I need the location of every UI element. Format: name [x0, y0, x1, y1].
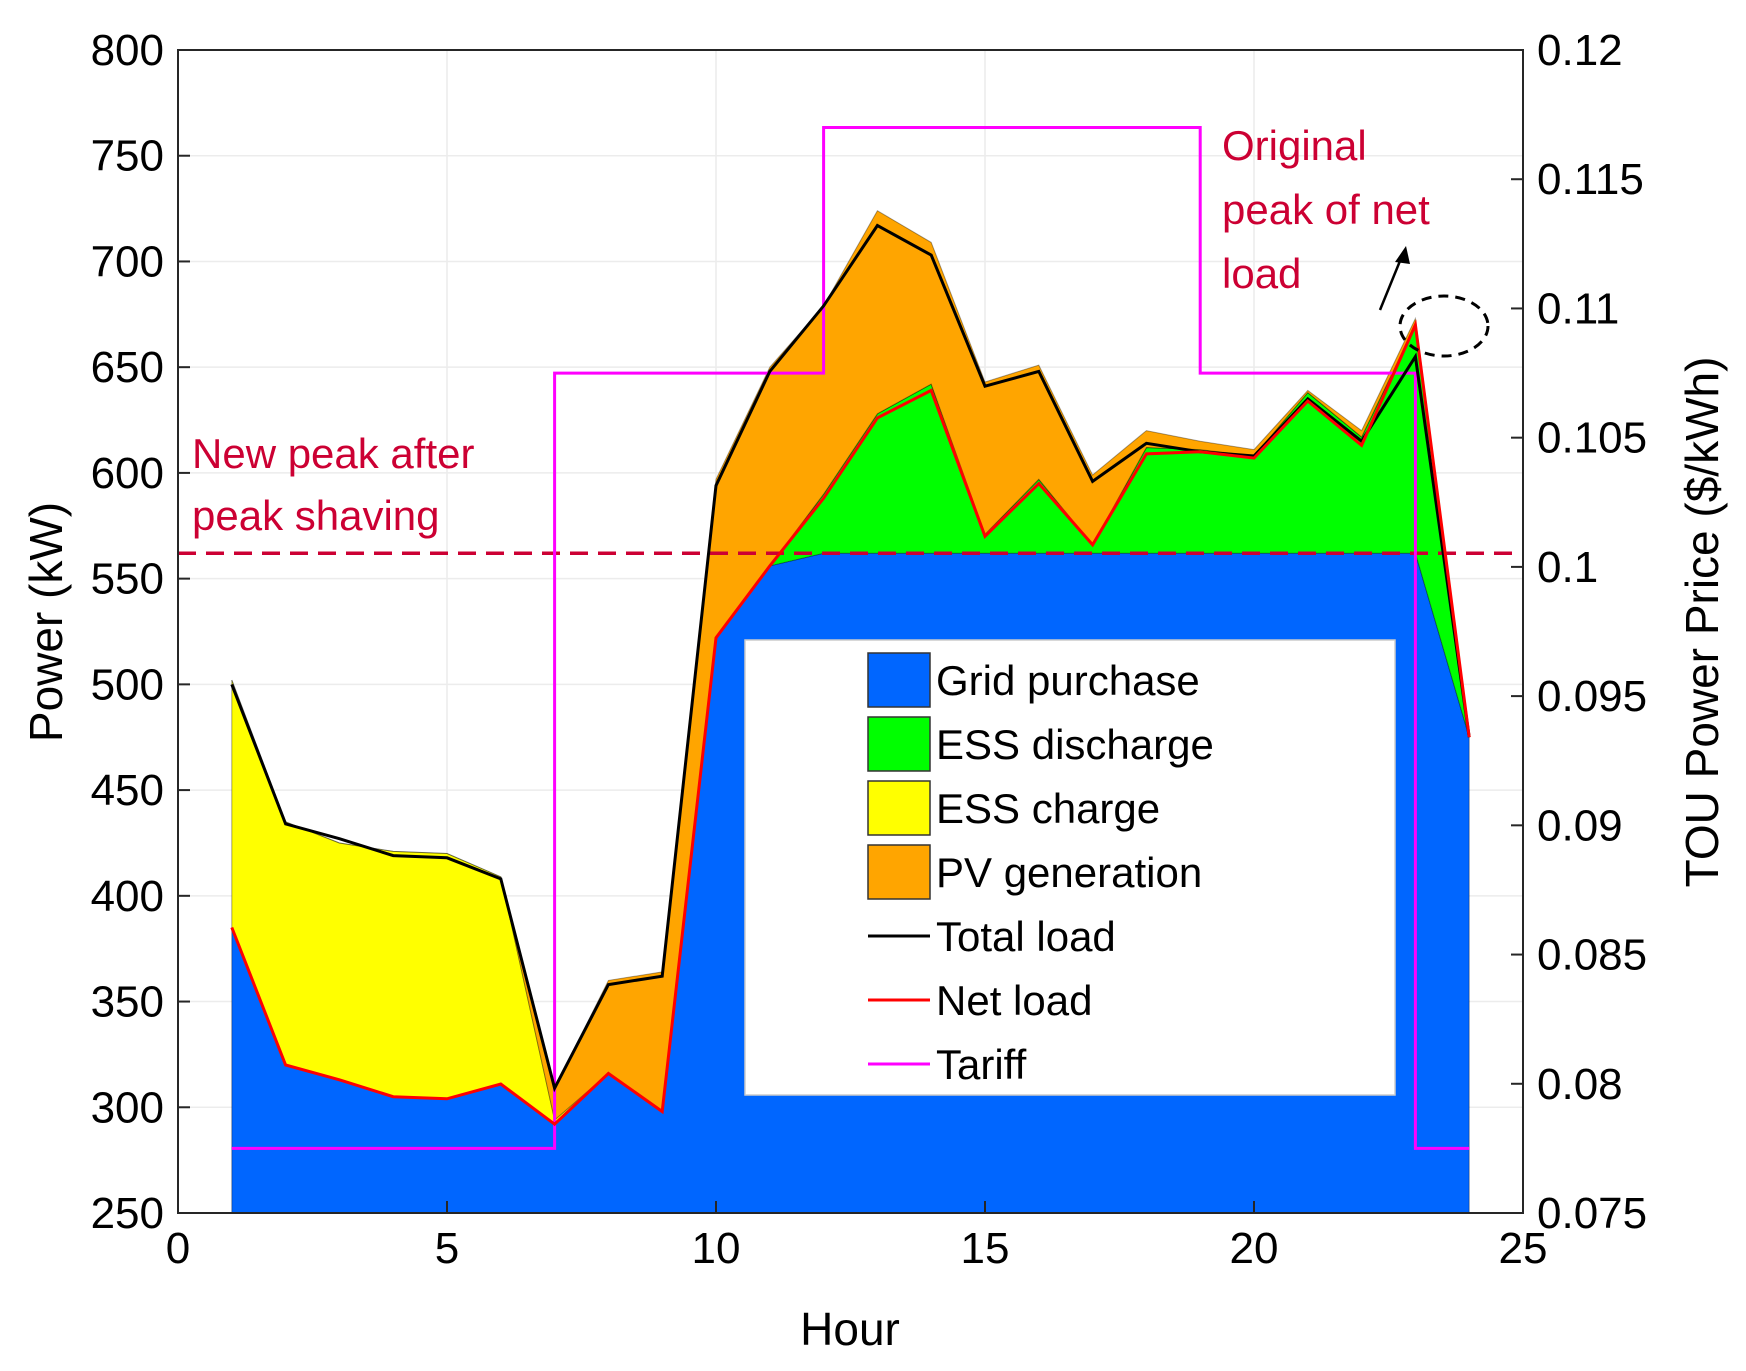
annotation-new-peak-line2: peak shaving	[192, 492, 440, 539]
y2-tick-label: 0.085	[1537, 931, 1647, 980]
annotation-original-peak-line1: Original	[1222, 122, 1367, 169]
annotation-arrow-head	[1395, 246, 1410, 264]
y-tick-label: 650	[91, 343, 164, 392]
x-tick-label: 0	[166, 1224, 190, 1273]
y-tick-label: 300	[91, 1083, 164, 1132]
frame-layer	[177, 49, 1524, 1214]
line-layer	[178, 126, 1523, 1150]
y-tick-label: 500	[91, 660, 164, 709]
annotation-original-peak-line3: load	[1222, 250, 1301, 297]
legend-label-tariff: Tariff	[936, 1041, 1027, 1088]
tick-layer: 250 300 350 400 450 500 550 600 650 700 750 800 0 5 10…	[91, 26, 1648, 1273]
legend-label-net-load: Net load	[936, 977, 1092, 1024]
peak-highlight-ellipse	[1398, 294, 1490, 358]
line-net-load	[230, 319, 1471, 1127]
legend-swatch-ess-discharge	[867, 716, 931, 772]
y-tick-label: 450	[91, 766, 164, 815]
annotation-arrow-line	[1378, 255, 1404, 311]
x-tick-label: 15	[961, 1224, 1010, 1273]
legend-label-ess-discharge: ESS discharge	[936, 721, 1214, 768]
x-tick-label: 5	[435, 1224, 459, 1273]
x-tick-label: 25	[1499, 1224, 1548, 1273]
y2-tick-label: 0.115	[1537, 155, 1644, 204]
legend-label-total-load: Total load	[936, 913, 1116, 960]
legend-label-grid-purchase: Grid purchase	[936, 657, 1200, 704]
y2-tick-label: 0.1	[1537, 543, 1598, 592]
y-tick-label: 350	[91, 978, 164, 1027]
y-tick-label: 250	[91, 1189, 164, 1238]
annotation-original-peak-line2: peak of net	[1222, 186, 1430, 233]
y2-tick-label: 0.08	[1537, 1060, 1623, 1109]
legend-swatch-pv-generation	[867, 844, 931, 900]
plot-frame	[177, 49, 1524, 1214]
y-tick-label: 550	[91, 555, 164, 604]
legend-box	[744, 639, 1396, 1096]
legend-label-ess-charge: ESS charge	[936, 785, 1160, 832]
y-tick-label: 600	[91, 449, 164, 498]
legend-swatch-ess-charge	[867, 780, 931, 836]
y-tick-label: 700	[91, 237, 164, 286]
y-tick-label: 750	[91, 132, 164, 181]
line-tariff	[231, 126, 1470, 1150]
x-tick-label: 10	[692, 1224, 741, 1273]
x-tick-label: 20	[1230, 1224, 1279, 1273]
y2-tick-label: 0.075	[1537, 1189, 1647, 1238]
y2-tick-label: 0.095	[1537, 672, 1647, 721]
y2-tick-label: 0.12	[1537, 26, 1623, 75]
legend-swatch-grid-purchase	[867, 652, 931, 708]
legend: Grid purchase ESS discharge ESS charge PV g…	[744, 639, 1396, 1096]
y2-axis-title: TOU Power Price ($/kWh)	[1676, 357, 1728, 888]
annotation-layer: New peak after peak shaving Original pea…	[192, 122, 1490, 539]
annotation-new-peak-line1: New peak after	[192, 430, 474, 477]
y2-tick-label: 0.11	[1537, 284, 1619, 333]
y-tick-label: 400	[91, 872, 164, 921]
legend-items: Grid purchase ESS discharge ESS charge PV g…	[867, 652, 1214, 1088]
legend-label-pv-generation: PV generation	[936, 849, 1202, 896]
y-tick-label: 800	[91, 26, 164, 75]
y2-tick-label: 0.09	[1537, 801, 1623, 850]
y-axis-title: Power (kW)	[20, 502, 72, 742]
y2-tick-label: 0.105	[1537, 414, 1647, 463]
x-axis-title: Hour	[800, 1303, 900, 1355]
